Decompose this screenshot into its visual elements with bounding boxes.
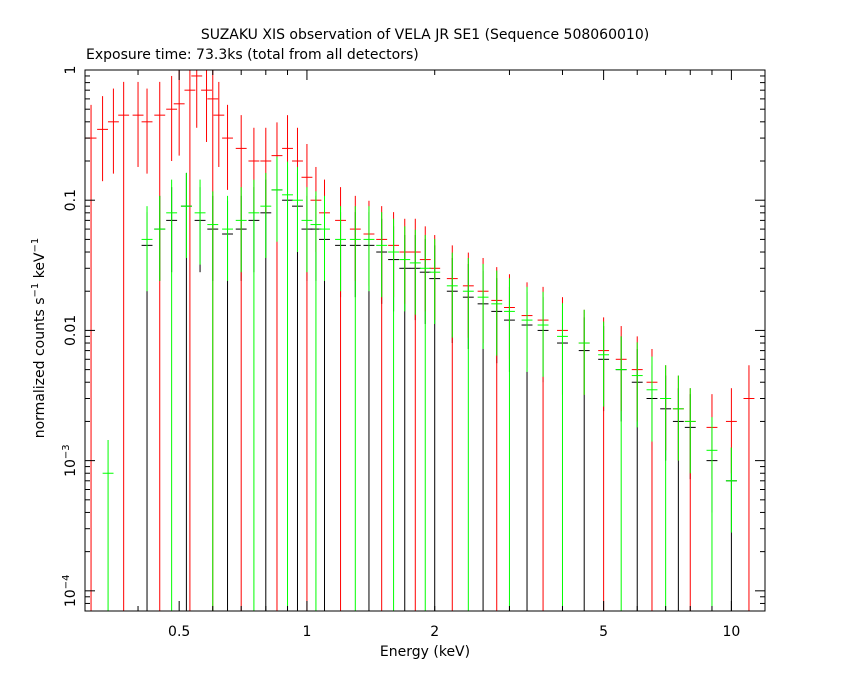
data-point [660,365,672,611]
data-point [419,235,431,611]
x-tick-label: 5 [599,624,608,640]
data-point [598,321,610,407]
data-point [191,70,203,128]
y-axis-label-sup1: −1 [30,283,41,298]
y-tick-base: 10 [63,589,79,607]
y-tick-base: 10 [63,459,79,477]
data-point [615,336,627,611]
y-axis-label-base: normalized counts s [32,297,48,438]
data-point [180,172,192,258]
x-tick-label: 1 [302,624,311,640]
data-point [282,161,293,611]
data-point [132,81,144,167]
y-axis-label: normalized counts s−1 keV−1 [30,238,48,439]
y-axis-label-mid: keV [32,252,48,283]
y-axis-label-sup2: −1 [30,238,41,253]
data-point [97,96,109,182]
x-axis-label: Energy (keV) [380,644,470,660]
data-point [271,156,283,242]
data-point [222,104,233,190]
y-tick-exponent: −3 [61,444,72,459]
data-point [537,291,549,377]
y-tick-label: 10−3 [61,444,79,477]
data-point [310,191,322,611]
data-point [166,179,178,611]
data-point [399,226,411,312]
series-layer [85,70,755,611]
data-point [429,238,441,325]
y-tick-exponent: −4 [61,575,72,590]
data-point [207,191,219,611]
data-point [292,166,303,253]
data-point [222,195,233,281]
data-point [388,218,400,611]
chart-subtitle: Exposure time: 73.3ks (total from all de… [86,47,419,63]
data-point [85,104,97,611]
data-point [235,187,247,273]
data-point [504,278,515,611]
chart-title: SUZAKU XIS observation of VELA JR SE1 (S… [201,27,649,43]
data-point [248,179,260,611]
data-point [672,375,684,461]
data-point [319,195,330,281]
data-point [349,206,361,611]
data-point [409,229,421,315]
data-point [743,365,755,611]
data-point [521,286,533,372]
data-point [557,303,568,611]
data-series [102,156,737,611]
data-point [173,70,185,156]
data-point [154,81,166,611]
data-point [201,70,212,142]
y-tick-label: 10−4 [61,575,79,608]
data-point [446,252,458,338]
y-tick-label: 0.01 [63,315,79,346]
data-point [194,179,206,265]
data-point [335,206,346,292]
data-point [107,88,119,174]
x-tick-label: 10 [722,624,740,640]
y-tick-label: 0.1 [63,189,79,211]
data-point [102,440,114,611]
data-point [462,257,474,611]
data-point [684,388,696,474]
x-tick-label: 2 [430,624,439,640]
data-point [491,270,503,356]
data-point [213,81,225,167]
data-point [578,309,590,395]
data-point [260,172,272,258]
data-point [646,356,658,442]
data-point [141,206,153,292]
data-point [301,187,313,273]
data-point [725,447,737,533]
data-point [154,195,166,281]
data-point [706,417,718,611]
y-tick-label: 1 [63,66,79,75]
data-point [184,70,196,611]
data-point [631,342,643,428]
data-point [376,212,388,298]
plot-frame [84,69,766,612]
data-point [141,88,153,174]
data-series [141,156,737,611]
data-point [363,206,375,292]
x-tick-label: 0.5 [168,624,190,640]
data-point [118,81,130,611]
data-point [166,75,178,162]
data-point [477,263,489,349]
